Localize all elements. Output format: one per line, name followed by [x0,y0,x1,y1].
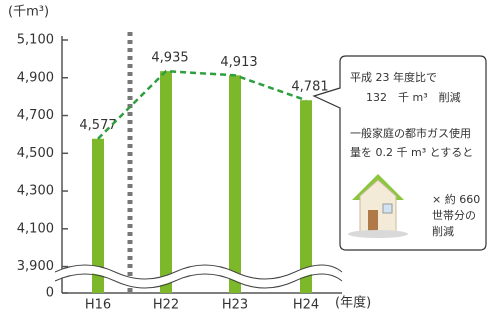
x-tick-label: H22 [153,298,179,311]
value-label: 4,913 [220,55,257,70]
callout-text: 量を 0.2 千 m³ とすると [350,146,473,159]
y-tick-label: 4,900 [17,70,54,85]
x-tick-label: H16 [85,298,111,311]
callout-text: 一般家庭の都市ガス使用 [350,126,471,140]
chart: (千m³) (年度) 0 3,900 4,100 4,300 4,500 4,700 4,9… [0,0,488,311]
y-tick-label: 4,700 [17,108,54,123]
callout-text: 平成 23 年度比で [350,70,437,84]
unit-label: (千m³) [8,5,49,20]
callout-text: 世帯分の [432,209,476,222]
y-tick-label: 4,300 [17,184,54,199]
y-tick-label: 5,100 [17,33,54,48]
bar [229,75,241,293]
x-tick-label: H24 [293,298,319,311]
x-axis-label: (年度) [335,295,371,311]
callout-text: 132 千 m³ 削減 [366,90,461,104]
callout-text: × 約 660 [432,192,480,206]
y-tick-label: 4,100 [17,221,54,236]
value-label: 4,935 [151,51,188,66]
y-tick-label: 4,500 [17,146,54,161]
y-tick-label: 0 [46,286,54,301]
callout: 平成 23 年度比で 132 千 m³ 削減 一般家庭の都市ガス使用 量を 0.… [314,56,486,250]
bar [300,100,312,293]
callout-text: 削減 [432,224,454,238]
value-label: 4,577 [79,118,116,133]
x-tick-label: H23 [222,298,248,311]
bar [160,71,172,293]
value-label: 4,781 [291,80,328,95]
y-tick-label: 3,900 [17,259,54,274]
